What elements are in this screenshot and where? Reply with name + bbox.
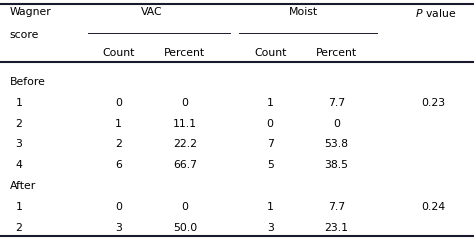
Text: Before: Before [9, 77, 46, 87]
Text: 0: 0 [182, 98, 188, 108]
Text: 50.0: 50.0 [173, 223, 197, 233]
Text: 0.23: 0.23 [422, 98, 446, 108]
Text: 0.24: 0.24 [422, 202, 446, 212]
Text: Percent: Percent [164, 48, 205, 58]
Text: 0: 0 [333, 119, 340, 129]
Text: 11.1: 11.1 [173, 119, 197, 129]
Text: 2: 2 [9, 119, 23, 129]
Text: 2: 2 [9, 223, 23, 233]
Text: 3: 3 [267, 223, 273, 233]
Text: 22.2: 22.2 [173, 139, 197, 150]
Text: $\it{P}$ value: $\it{P}$ value [415, 7, 456, 19]
Text: score: score [9, 30, 39, 40]
Text: 0: 0 [115, 202, 122, 212]
Text: 0: 0 [267, 119, 273, 129]
Text: 1: 1 [9, 98, 23, 108]
Text: 1: 1 [9, 202, 23, 212]
Text: 3: 3 [115, 223, 122, 233]
Text: Count: Count [254, 48, 286, 58]
Text: Moist: Moist [289, 7, 318, 17]
Text: 23.1: 23.1 [325, 223, 348, 233]
Text: 7.7: 7.7 [328, 98, 345, 108]
Text: 66.7: 66.7 [173, 160, 197, 170]
Text: Count: Count [102, 48, 135, 58]
Text: 0: 0 [182, 202, 188, 212]
Text: Percent: Percent [316, 48, 357, 58]
Text: 2: 2 [115, 139, 122, 150]
Text: 4: 4 [9, 160, 23, 170]
Text: 6: 6 [115, 160, 122, 170]
Text: 0: 0 [115, 98, 122, 108]
Text: 7.7: 7.7 [328, 202, 345, 212]
Text: 7: 7 [267, 139, 273, 150]
Text: 38.5: 38.5 [325, 160, 348, 170]
Text: 1: 1 [115, 119, 122, 129]
Text: 3: 3 [9, 139, 23, 150]
Text: VAC: VAC [141, 7, 163, 17]
Text: 1: 1 [267, 202, 273, 212]
Text: Wagner: Wagner [9, 7, 51, 17]
Text: 1: 1 [267, 98, 273, 108]
Text: After: After [9, 181, 36, 191]
Text: 53.8: 53.8 [325, 139, 348, 150]
Text: 5: 5 [267, 160, 273, 170]
